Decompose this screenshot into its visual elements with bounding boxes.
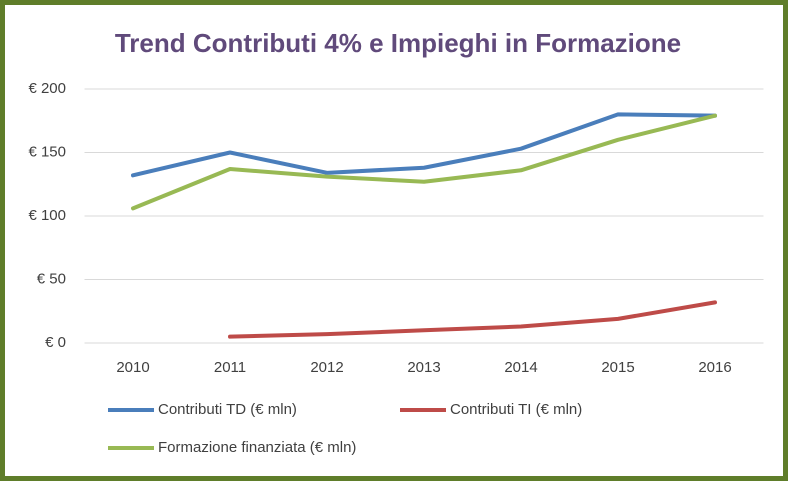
y-tick-label: € 100 [28, 207, 66, 224]
chart-title: Trend Contributi 4% e Impieghi in Formaz… [115, 28, 681, 58]
legend-label: Formazione finanziata (€ mln) [158, 439, 356, 456]
legend-label: Contributi TD (€ mln) [158, 401, 297, 418]
y-tick-label: € 50 [37, 270, 66, 287]
x-tick-label: 2013 [407, 359, 440, 376]
series-line [131, 113, 717, 211]
y-tick-label: € 0 [45, 334, 66, 351]
x-tick-label: 2016 [698, 359, 731, 376]
x-tick-label: 2015 [601, 359, 634, 376]
x-tick-label: 2014 [504, 359, 537, 376]
x-tick-label: 2011 [214, 359, 246, 376]
y-tick-label: € 200 [28, 80, 66, 97]
series-line [228, 300, 717, 339]
y-tick-label: € 150 [28, 143, 66, 160]
series-line [131, 112, 717, 178]
x-tick-label: 2010 [116, 359, 149, 376]
legend-label: Contributi TI (€ mln) [450, 401, 582, 418]
x-tick-label: 2012 [310, 359, 343, 376]
